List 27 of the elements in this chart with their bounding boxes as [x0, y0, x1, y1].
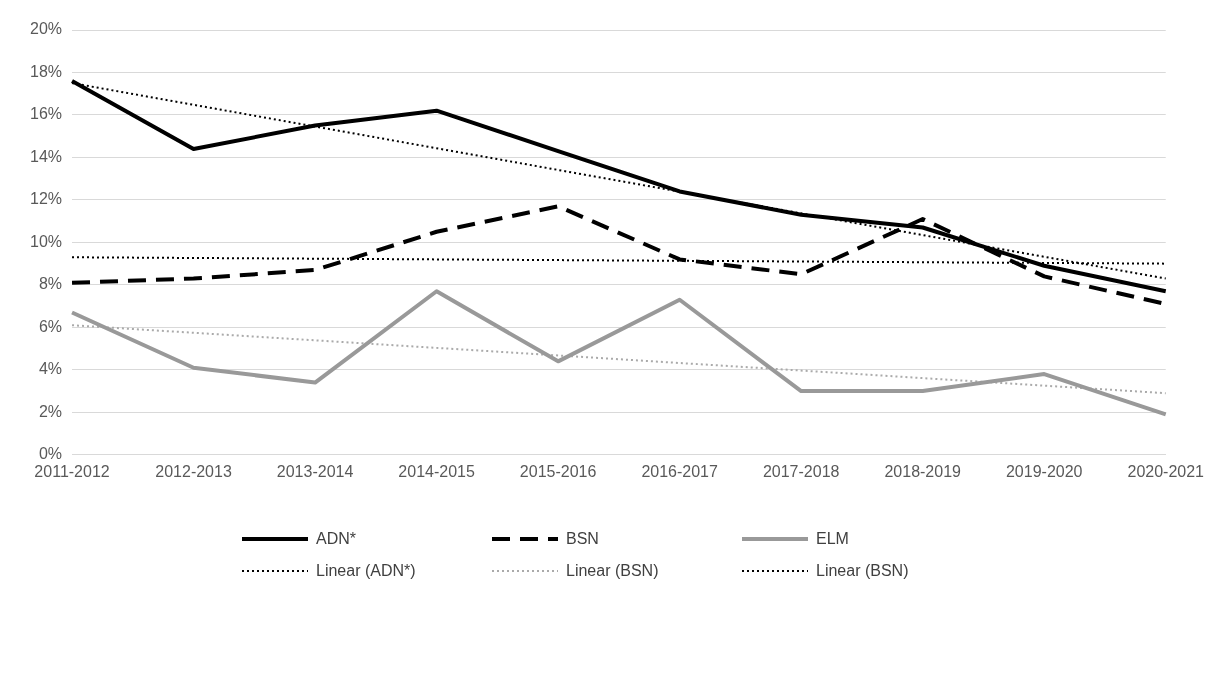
y-tick-label: 0%: [38, 445, 63, 463]
legend-label: ADN*: [316, 530, 357, 548]
y-tick-label: 20%: [29, 20, 63, 38]
x-tick-label: 2018-2019: [884, 462, 962, 480]
y-tick-label: 8%: [38, 275, 63, 293]
legend-label: Linear (BSN): [816, 562, 909, 580]
y-tick-label: 4%: [38, 360, 63, 378]
y-tick-label: 10%: [29, 232, 63, 250]
y-tick-label: 16%: [29, 105, 63, 123]
y-tick-label: 6%: [38, 317, 63, 335]
x-tick-label: 2020-2021: [1127, 462, 1205, 480]
x-tick-label: 2011-2012: [34, 462, 110, 480]
legend-label: Linear (ADN*): [316, 562, 416, 580]
legend-label: Linear (BSN): [566, 562, 659, 580]
legend-label: ELM: [816, 530, 849, 548]
x-tick-label: 2012-2013: [155, 462, 232, 480]
x-tick-label: 2019-2020: [1005, 462, 1083, 480]
x-tick-label: 2013-2014: [276, 462, 354, 480]
y-tick-label: 14%: [29, 147, 63, 165]
x-tick-label: 2017-2018: [762, 462, 840, 480]
x-tick-label: 2014-2015: [398, 462, 475, 480]
legend-label: BSN: [566, 530, 599, 548]
x-tick-label: 2015-2016: [519, 462, 597, 480]
y-tick-label: 18%: [29, 62, 63, 80]
y-tick-label: 12%: [29, 190, 63, 208]
x-tick-label: 2016-2017: [641, 462, 718, 480]
y-tick-label: 2%: [38, 402, 63, 420]
